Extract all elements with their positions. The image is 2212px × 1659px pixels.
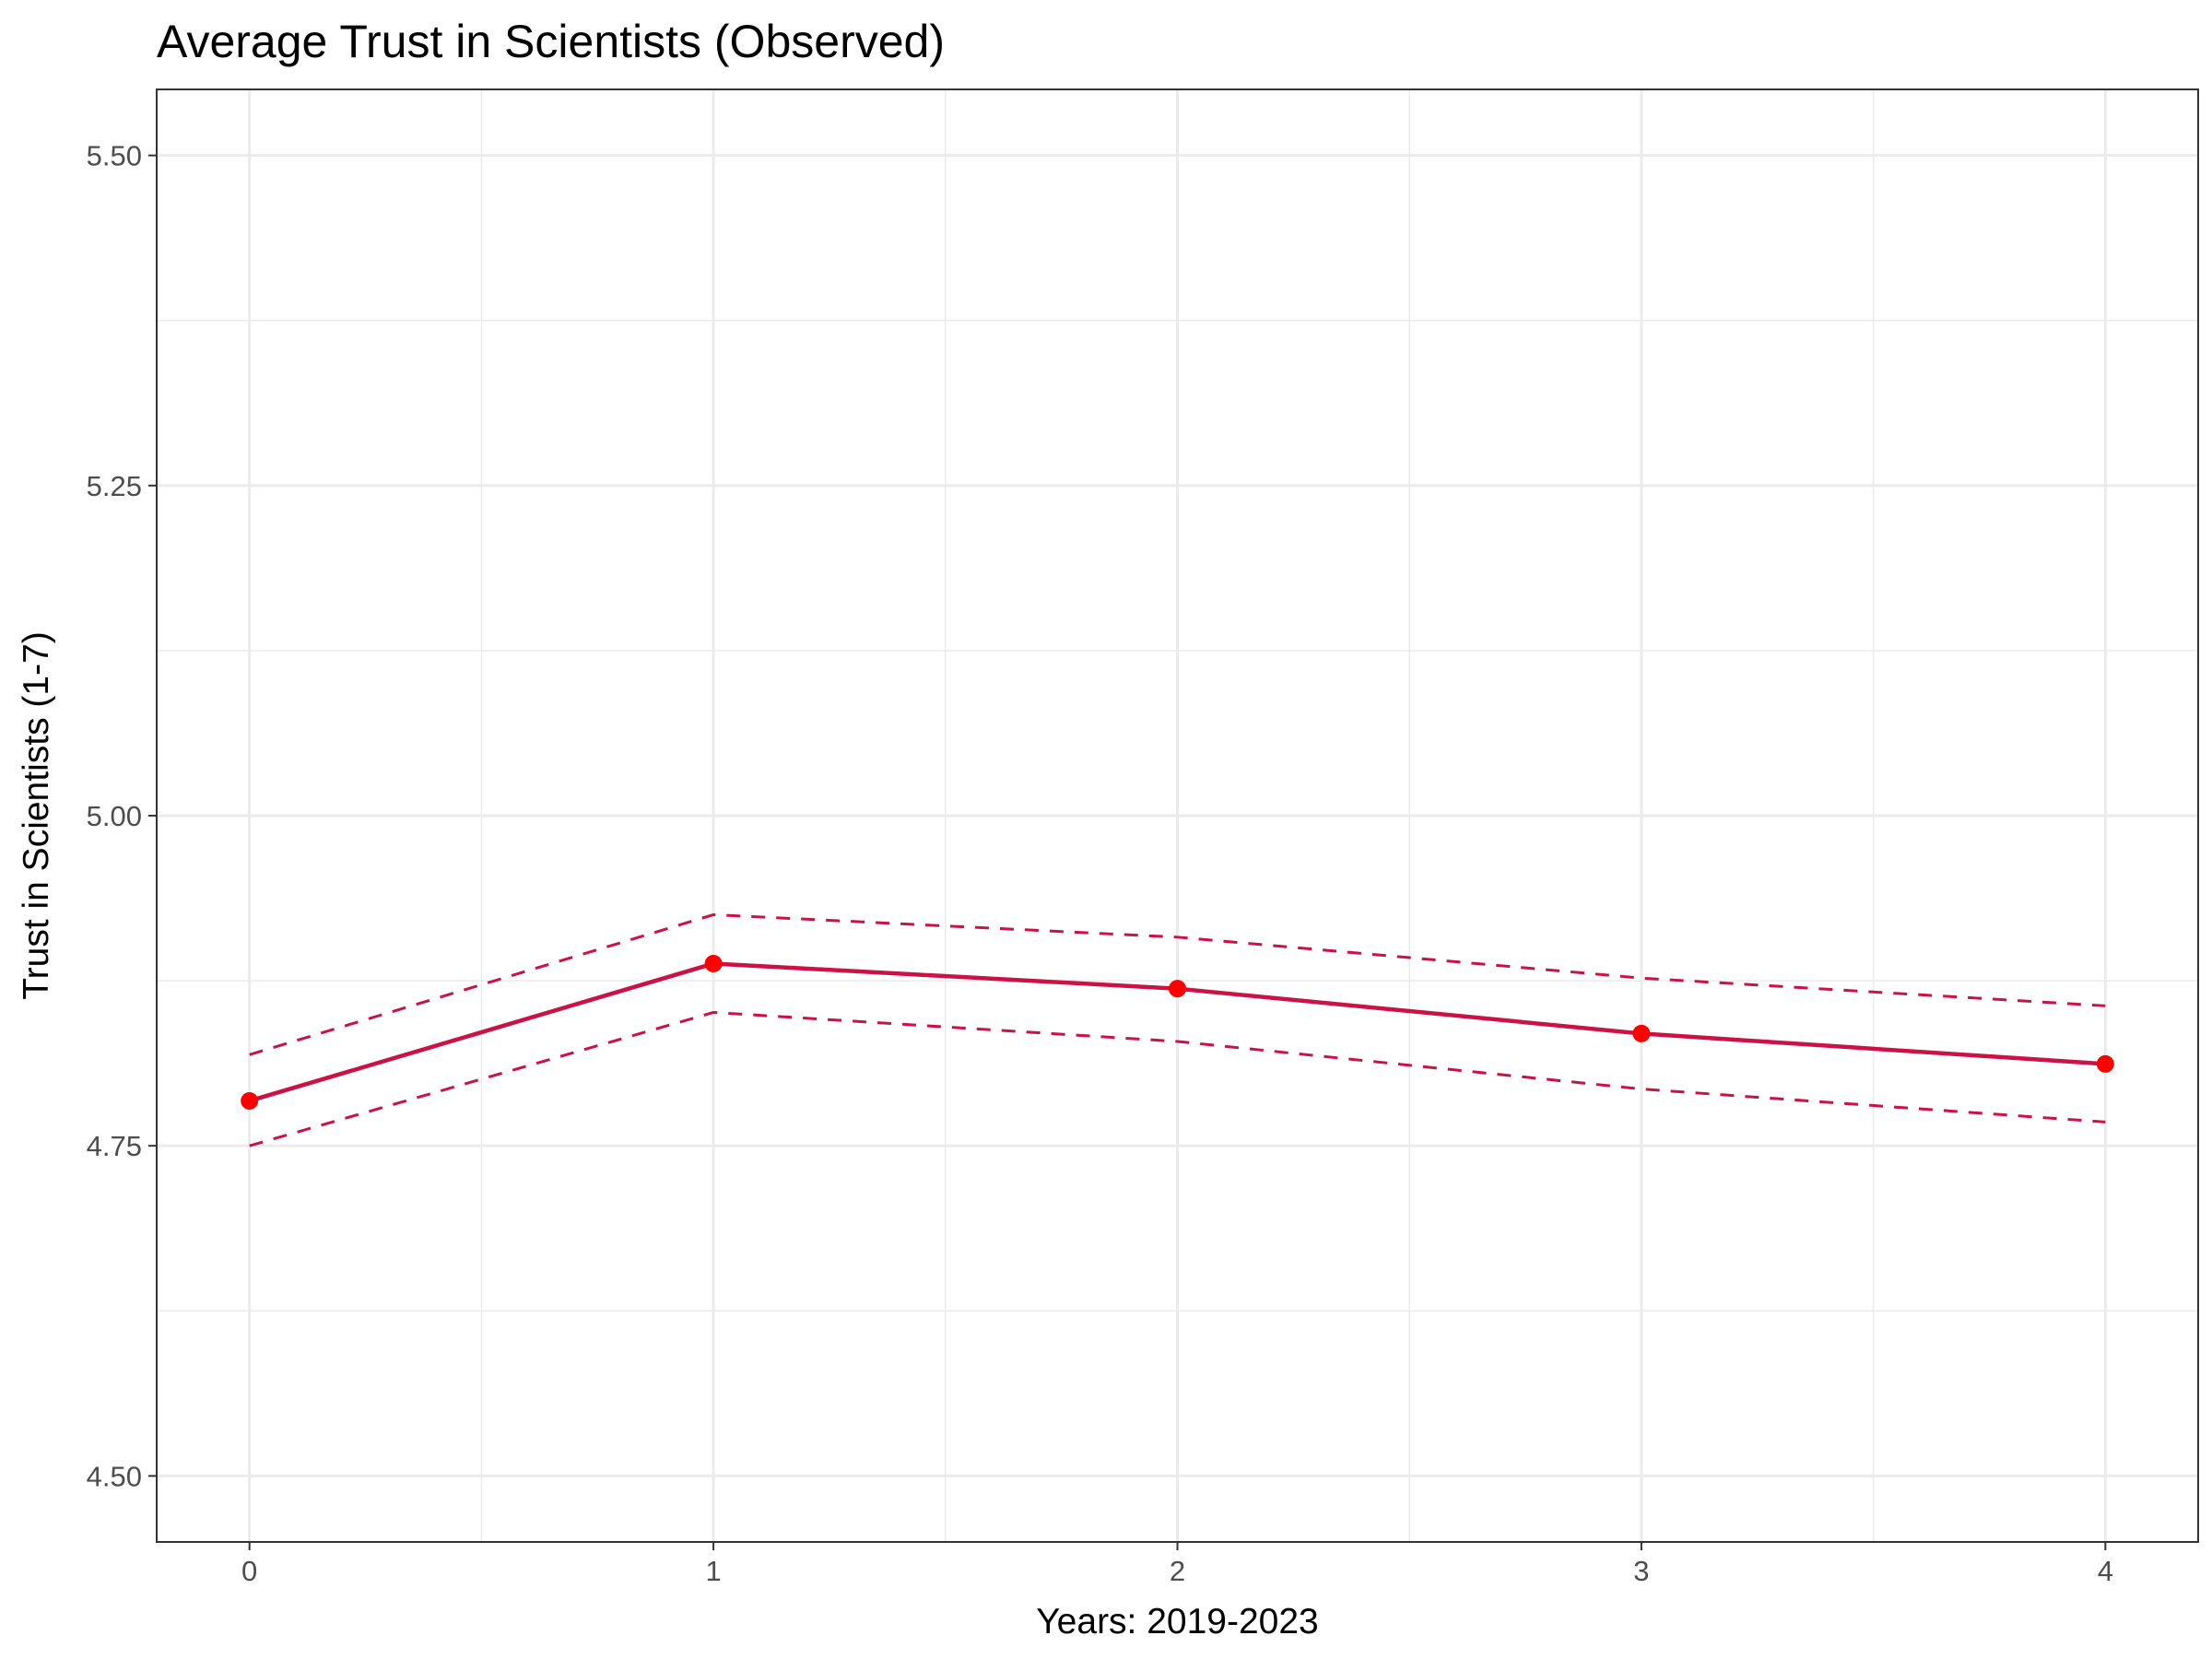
points-layer — [241, 954, 2114, 1110]
x-tick-label: 4 — [2098, 1555, 2113, 1587]
x-tick-label: 1 — [705, 1555, 721, 1587]
x-axis: 0 1 2 3 4 — [241, 1542, 2113, 1587]
data-point — [241, 1091, 259, 1110]
chart-title: Average Trust in Scientists (Observed) — [157, 16, 945, 67]
major-gridlines — [157, 89, 2198, 1542]
data-point — [704, 954, 723, 972]
y-axis: 4.50 4.75 5.00 5.25 5.50 — [87, 140, 157, 1492]
x-tick-label: 3 — [1633, 1555, 1649, 1587]
x-tick-label: 0 — [241, 1555, 257, 1587]
y-axis-title: Trust in Scientists (1-7) — [17, 631, 56, 999]
y-tick-label: 5.50 — [87, 140, 142, 172]
x-tick-label: 2 — [1170, 1555, 1185, 1587]
data-point — [2096, 1054, 2114, 1073]
y-tick-label: 4.75 — [87, 1130, 142, 1162]
y-tick-label: 5.00 — [87, 800, 142, 832]
data-point — [1632, 1024, 1651, 1042]
y-tick-label: 4.50 — [87, 1460, 142, 1492]
data-point — [1169, 980, 1186, 998]
x-axis-title: Years: 2019-2023 — [1036, 1602, 1318, 1641]
series-line-upper-ci — [249, 912, 2106, 1056]
series-line-lower-ci — [249, 1010, 2106, 1147]
y-tick-label: 5.25 — [87, 470, 142, 502]
